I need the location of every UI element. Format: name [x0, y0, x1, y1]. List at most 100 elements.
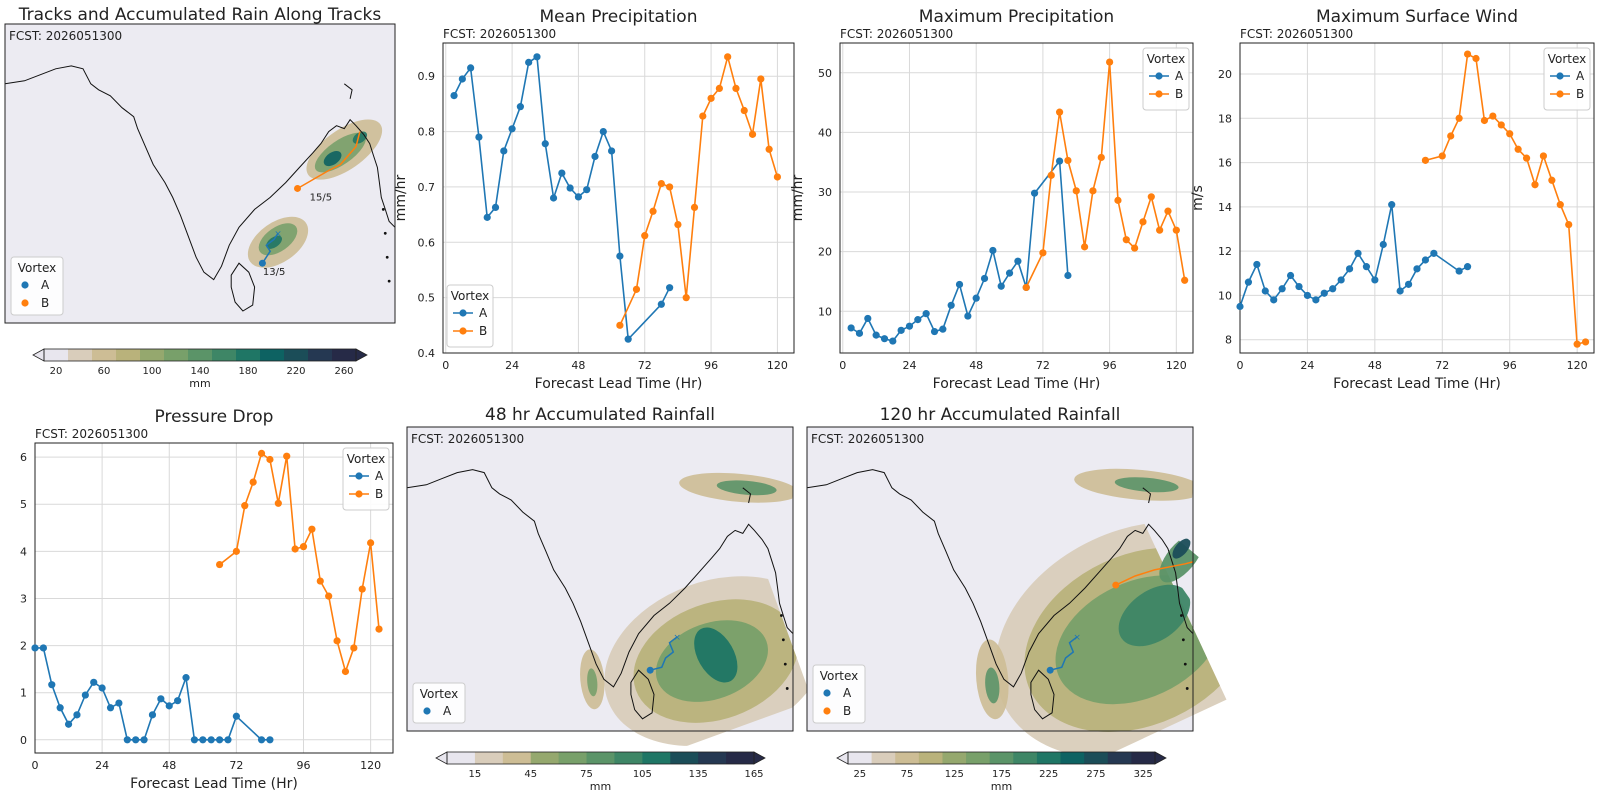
chart-title: Pressure Drop [155, 407, 274, 427]
data-point-a [115, 699, 123, 707]
data-point-a [997, 282, 1005, 290]
data-point-a [989, 246, 997, 255]
colorbar-tick-label: 20 [50, 366, 63, 377]
y-tick-label: 0.8 [418, 126, 436, 139]
data-point-a [73, 711, 81, 719]
colorbar-segment [848, 752, 873, 764]
data-point-b [1022, 283, 1030, 292]
x-tick-label: 120 [1166, 359, 1187, 372]
data-point-a [1303, 291, 1312, 300]
legend-swatch-dot [1556, 72, 1564, 80]
colorbar-max-arrow [1154, 751, 1167, 765]
data-point-b [1472, 54, 1480, 63]
data-point-a [1286, 271, 1295, 280]
data-point-a [48, 681, 56, 689]
legend-swatch-dot [1155, 72, 1163, 80]
data-point-a [1295, 282, 1303, 291]
data-point-a [1371, 276, 1379, 284]
y-tick-label: 50 [818, 67, 832, 80]
data-point-a [174, 697, 182, 705]
x-tick-label: 0 [32, 759, 39, 772]
data-point-a [257, 736, 266, 744]
colorbar-tick-label: 15 [469, 769, 482, 780]
plot-area [1240, 43, 1594, 353]
legend-entry-a: A [479, 306, 488, 320]
x-tick-label: 48 [571, 359, 585, 372]
legend-swatch-dot [823, 707, 831, 715]
data-point-b [1172, 226, 1180, 234]
colorbar-segment [530, 752, 560, 764]
data-point-a [905, 322, 914, 330]
data-point-a [599, 127, 607, 136]
x-tick-label: 24 [95, 759, 109, 772]
data-point-b [1463, 50, 1472, 58]
legend-entry-a: A [1576, 69, 1585, 83]
data-point-a [872, 331, 880, 339]
data-point-a [1253, 260, 1261, 269]
rain-contour [1118, 584, 1191, 647]
legend-title: Vortex [1147, 52, 1186, 66]
data-point-a [148, 711, 157, 719]
plot-frame [1239, 42, 1595, 354]
track-a-end-icon: × [1073, 633, 1081, 643]
colorbar-segment [44, 349, 69, 361]
colorbar-segment [895, 752, 920, 764]
colorbar-tick-label: 75 [580, 769, 593, 780]
y-tick-label: 10 [1218, 289, 1232, 302]
y-axis-label: mm/hr [790, 174, 806, 221]
data-point-a [1005, 269, 1014, 277]
island-dot [1183, 662, 1187, 666]
data-point-b [724, 53, 732, 61]
y-axis-label: m/s [1190, 185, 1206, 211]
legend-swatch-dot [21, 299, 29, 307]
colorbar-tick-label: 100 [142, 366, 161, 377]
data-point-b [1080, 243, 1089, 251]
data-point-a [624, 335, 632, 343]
colorbar-tick-label: 275 [1086, 769, 1105, 780]
y-tick-label: 16 [1218, 157, 1232, 170]
data-point-a [190, 736, 199, 744]
track-a [261, 232, 279, 264]
data-point-b [1581, 338, 1590, 346]
island-dot [385, 255, 389, 259]
track-date-label: 13/5 [263, 267, 285, 278]
colorbar-tick-label: 60 [98, 366, 111, 377]
colorbar-segment [1013, 752, 1038, 764]
data-point-a [1345, 265, 1354, 273]
colorbar-segment [308, 349, 333, 361]
data-point-b [1064, 156, 1072, 165]
colorbar: 20 60 100 140 180 220 260 mm [32, 348, 368, 390]
colorbar-segment [212, 349, 237, 361]
data-point-b [1447, 132, 1455, 140]
legend-entry-b: B [479, 324, 487, 338]
data-point-b [1122, 236, 1130, 244]
island-dot [780, 614, 783, 617]
data-point-b [1497, 121, 1505, 129]
legend-title: Vortex [820, 669, 859, 683]
legend-title: Vortex [1548, 52, 1587, 66]
fcst-label: FCST: 2026051300 [35, 427, 148, 441]
coastline [5, 65, 395, 281]
legend-entry-b: B [1576, 87, 1584, 101]
data-point-b [1072, 187, 1080, 195]
data-point-b [274, 499, 282, 507]
map-title: 48 hr Accumulated Rainfall [485, 405, 715, 425]
data-point-a [199, 736, 207, 744]
x-tick-label: 0 [839, 359, 846, 372]
colorbar-segment [140, 349, 165, 361]
map-frame [4, 23, 396, 324]
legend-entry-b: B [843, 704, 851, 718]
y-tick-label: 0.9 [418, 70, 436, 83]
colorbar-segment [474, 752, 504, 764]
track-b-start [1112, 581, 1120, 589]
data-point-a [864, 314, 872, 323]
data-point-a [516, 103, 524, 111]
data-point-b [1147, 193, 1155, 201]
colorbar-segment [558, 752, 588, 764]
legend-title: Vortex [347, 452, 386, 466]
data-point-b [358, 585, 366, 593]
series-line-a [453, 55, 671, 342]
x-tick-label: 48 [1368, 359, 1382, 372]
data-point-a [1030, 189, 1039, 197]
data-point-a [847, 324, 855, 332]
